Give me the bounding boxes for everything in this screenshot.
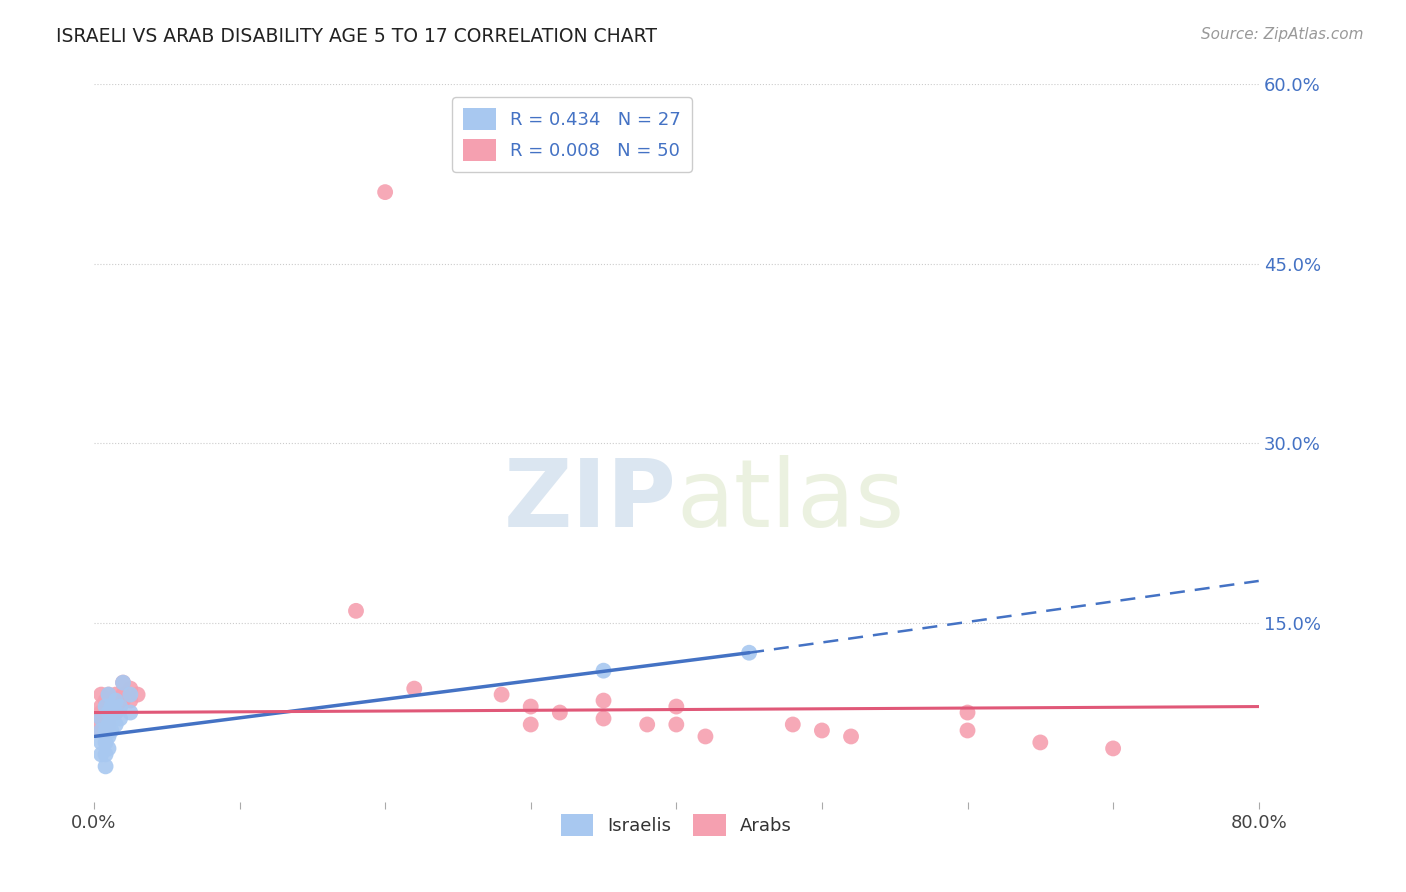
- Point: [404, 681, 426, 696]
- Point: [100, 693, 122, 707]
- Point: [90, 735, 112, 749]
- Point: [592, 712, 614, 726]
- Point: [592, 664, 614, 678]
- Point: [344, 604, 367, 618]
- Point: [94, 712, 117, 726]
- Point: [120, 693, 142, 707]
- Point: [112, 675, 135, 690]
- Point: [90, 717, 112, 731]
- Point: [120, 681, 142, 696]
- Text: ISRAELI VS ARAB DISABILITY AGE 5 TO 17 CORRELATION CHART: ISRAELI VS ARAB DISABILITY AGE 5 TO 17 C…: [56, 27, 657, 45]
- Point: [548, 706, 571, 720]
- Point: [956, 723, 979, 738]
- Point: [811, 723, 834, 738]
- Point: [97, 741, 120, 756]
- Point: [104, 717, 127, 731]
- Point: [956, 706, 979, 720]
- Point: [100, 699, 122, 714]
- Point: [108, 712, 131, 726]
- Point: [94, 759, 117, 773]
- Point: [97, 712, 120, 726]
- Point: [665, 699, 688, 714]
- Point: [100, 699, 122, 714]
- Point: [90, 712, 112, 726]
- Point: [97, 688, 120, 702]
- Point: [94, 735, 117, 749]
- Point: [839, 730, 862, 744]
- Point: [97, 699, 120, 714]
- Point: [90, 712, 112, 726]
- Point: [120, 688, 142, 702]
- Point: [491, 688, 513, 702]
- Point: [90, 723, 112, 738]
- Point: [100, 723, 122, 738]
- Point: [94, 723, 117, 738]
- Point: [782, 717, 804, 731]
- Legend: Israelis, Arabs: Israelis, Arabs: [554, 807, 799, 844]
- Text: ZIP: ZIP: [503, 455, 676, 547]
- Point: [90, 699, 112, 714]
- Point: [108, 699, 131, 714]
- Point: [97, 717, 120, 731]
- Point: [104, 706, 127, 720]
- Point: [94, 693, 117, 707]
- Text: Source: ZipAtlas.com: Source: ZipAtlas.com: [1201, 27, 1364, 42]
- Point: [112, 675, 135, 690]
- Point: [104, 706, 127, 720]
- Point: [90, 747, 112, 762]
- Point: [97, 730, 120, 744]
- Point: [94, 747, 117, 762]
- Point: [738, 646, 761, 660]
- Text: atlas: atlas: [676, 455, 904, 547]
- Point: [519, 699, 541, 714]
- Point: [665, 717, 688, 731]
- Point: [104, 693, 127, 707]
- Point: [97, 706, 120, 720]
- Point: [374, 185, 396, 199]
- Point: [90, 688, 112, 702]
- Point: [94, 699, 117, 714]
- Point: [1029, 735, 1052, 749]
- Point: [108, 693, 131, 707]
- Point: [695, 730, 717, 744]
- Point: [100, 712, 122, 726]
- Point: [97, 706, 120, 720]
- Point: [104, 688, 127, 702]
- Point: [104, 699, 127, 714]
- Point: [112, 688, 135, 702]
- Point: [104, 693, 127, 707]
- Point: [127, 688, 149, 702]
- Point: [100, 706, 122, 720]
- Point: [94, 706, 117, 720]
- Point: [90, 723, 112, 738]
- Point: [97, 688, 120, 702]
- Point: [97, 723, 120, 738]
- Point: [120, 706, 142, 720]
- Point: [1102, 741, 1125, 756]
- Point: [592, 693, 614, 707]
- Point: [112, 693, 135, 707]
- Point: [108, 699, 131, 714]
- Point: [90, 706, 112, 720]
- Point: [519, 717, 541, 731]
- Point: [636, 717, 658, 731]
- Point: [97, 717, 120, 731]
